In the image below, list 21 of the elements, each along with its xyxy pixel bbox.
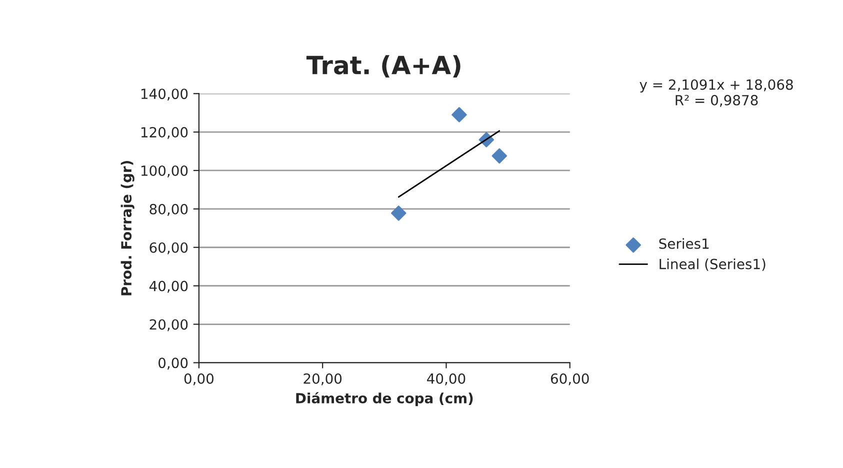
x-axis-title: Diámetro de copa (cm) [296, 392, 473, 406]
y-tick-label: 80,00 [150, 204, 188, 216]
x-tick-label: 60,00 [550, 373, 589, 386]
y-axis-title: Prod. Forraje (gr) [120, 161, 134, 296]
y-tick-label: 20,00 [150, 319, 188, 332]
x-tick-label: 20,00 [304, 373, 342, 386]
y-tick-label: 100,00 [141, 165, 188, 178]
point [492, 148, 508, 164]
x-tick-label: 40,00 [427, 373, 466, 386]
point [390, 206, 406, 221]
y-tick-label: 60,00 [150, 242, 188, 254]
point [452, 107, 467, 122]
text: y = 2,1091x + 18,068 R² = 0,9878 [640, 79, 793, 107]
chart-title: Trat. (A+A) [306, 55, 460, 78]
y-tick-label: 120,00 [141, 127, 188, 139]
x-tick-label: 0,00 [184, 373, 214, 386]
y-tick-label: 40,00 [149, 280, 188, 293]
legend-label: Series1 [659, 238, 709, 249]
legend-label: Lineal (Series1) [660, 258, 766, 271]
y-tick-label: 140,00 [141, 88, 188, 100]
y-tick-label: 0,00 [158, 358, 188, 370]
